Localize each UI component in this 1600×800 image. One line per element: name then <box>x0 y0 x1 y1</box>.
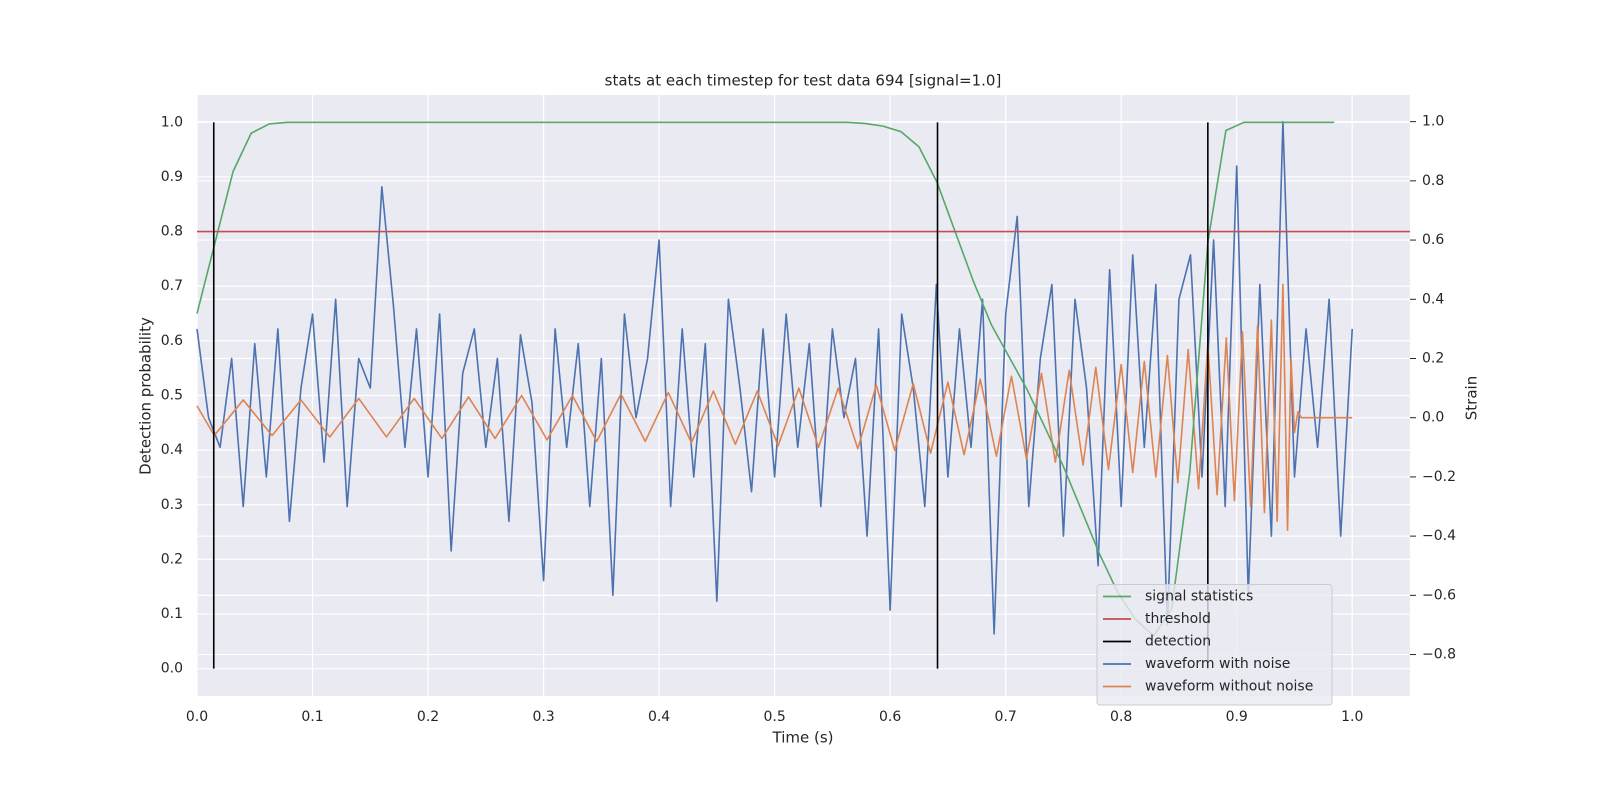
x-tick-label: 0.9 <box>1226 709 1248 725</box>
y-tick-label: 0.4 <box>161 442 183 458</box>
y2-axis-label: Strain <box>1463 376 1481 420</box>
y-axis-label: Detection probability <box>137 317 155 475</box>
x-tick-label: 0.5 <box>763 709 785 725</box>
legend-label: threshold <box>1145 611 1211 627</box>
series-line <box>196 120 1354 635</box>
legend: signal statistics threshold detection wavef… <box>1096 584 1333 706</box>
y2-tick-label: 0.8 <box>1422 173 1444 189</box>
legend-label: waveform with noise <box>1145 656 1290 672</box>
x-tick-label: 0.3 <box>532 709 554 725</box>
y2-tick-label: 1.0 <box>1422 114 1444 130</box>
x-tick-label: 0.7 <box>995 709 1017 725</box>
y2-tick-label: 0.6 <box>1422 232 1444 248</box>
y-tick-label: 1.0 <box>161 114 183 130</box>
chart-title: stats at each timestep for test data 694… <box>605 72 1002 90</box>
y-tick-label: 0.8 <box>161 224 183 240</box>
y2-tick-label: 0.4 <box>1422 291 1444 307</box>
legend-box <box>1096 584 1333 706</box>
x-tick-label: 1.0 <box>1341 709 1363 725</box>
ticks: 0.0 0.1 0.2 0.3 0.4 0.5 0.6 0.7 0.8 0.9 1.0 0.0 0.1 0… <box>161 114 1456 725</box>
legend-label: waveform without noise <box>1145 679 1313 695</box>
legend-label: detection <box>1145 634 1211 650</box>
x-tick-label: 0.0 <box>186 709 208 725</box>
series-line <box>196 283 1353 532</box>
x-tick-label: 0.4 <box>648 709 670 725</box>
y2-tick-label: 0.0 <box>1422 410 1444 426</box>
y2-tick-label: −0.2 <box>1422 469 1456 485</box>
y-tick-label: 0.1 <box>161 606 183 622</box>
y2-tick-label: −0.8 <box>1422 647 1456 663</box>
legend-label: signal statistics <box>1145 589 1253 605</box>
x-tick-label: 0.8 <box>1110 709 1132 725</box>
y2-tick-label: −0.6 <box>1422 587 1456 603</box>
y2-tick-label: 0.2 <box>1422 350 1444 366</box>
y-tick-label: 0.9 <box>161 169 183 185</box>
y-tick-label: 0.3 <box>161 497 183 513</box>
y-tick-label: 0.7 <box>161 278 183 294</box>
x-tick-label: 0.6 <box>879 709 901 725</box>
y-tick-label: 0.0 <box>161 661 183 677</box>
x-tick-label: 0.2 <box>417 709 439 725</box>
x-axis-label: Time (s) <box>772 729 834 747</box>
y2-tick-label: −0.4 <box>1422 528 1456 544</box>
y-tick-label: 0.6 <box>161 333 183 349</box>
y-tick-label: 0.5 <box>161 388 183 404</box>
y-tick-label: 0.2 <box>161 551 183 567</box>
x-tick-label: 0.1 <box>301 709 323 725</box>
